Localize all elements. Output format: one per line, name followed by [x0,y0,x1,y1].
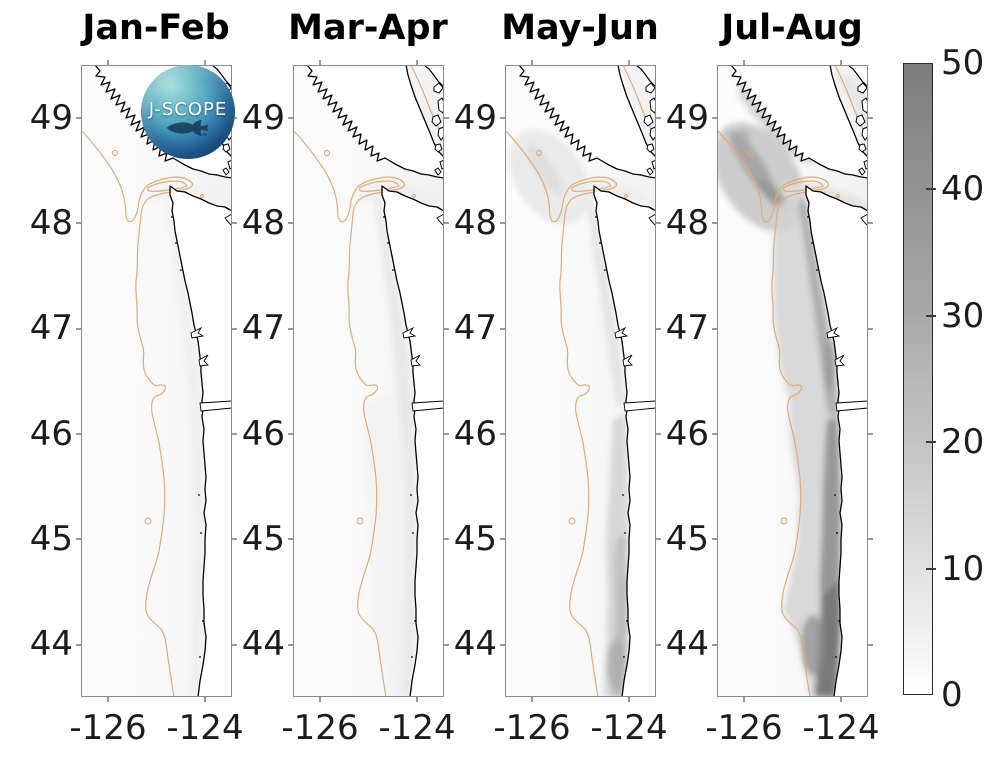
colorbar-tick-label: 40 [941,169,985,209]
y-tick-label: 45 [453,519,497,559]
y-tick-label: 47 [665,308,709,348]
y-tick-label: 46 [453,414,497,454]
y-tick-label: 49 [29,98,73,138]
x-tick-label: -126 [705,708,783,748]
y-tick-label: 44 [241,624,285,664]
y-tick-label: 45 [241,519,285,559]
x-tick-label: -124 [378,708,456,748]
y-tick-label: 44 [29,624,73,664]
y-tick-label: 46 [665,414,709,454]
panel-title: Jul-Aug [721,8,863,48]
colorbar-tick [926,568,936,570]
panel-title: Mar-Apr [288,8,448,48]
colorbar-tick [926,315,936,317]
y-tick-label: 48 [241,203,285,243]
jscope-logo: J-SCOPE [141,65,235,159]
colorbar [903,63,933,695]
y-tick-label: 46 [241,414,285,454]
fish-icon [166,119,209,137]
map-panel-may-jun [499,59,662,703]
y-tick-label: 47 [29,308,73,348]
y-tick-label: 44 [665,624,709,664]
x-tick-label: -126 [281,708,359,748]
y-tick-label: 47 [453,308,497,348]
colorbar-tick-label: 20 [941,422,985,462]
y-tick-label: 45 [665,519,709,559]
y-tick-label: 48 [453,203,497,243]
x-tick-label: -126 [69,708,147,748]
colorbar-tick-label: 10 [941,549,985,589]
y-tick-label: 48 [29,203,73,243]
colorbar-tick-label: 50 [941,43,985,83]
y-tick-label: 45 [29,519,73,559]
jscope-logo-label: J-SCOPE [148,99,228,120]
x-tick-label: -124 [166,708,244,748]
y-tick-label: 48 [665,203,709,243]
y-tick-label: 49 [453,98,497,138]
panel-title: Jan-Feb [82,8,230,48]
panel-title: May-Jun [501,8,659,48]
y-tick-label: 44 [453,624,497,664]
x-tick-label: -126 [493,708,571,748]
map-panel-mar-apr [287,59,450,703]
colorbar-tick [926,441,936,443]
y-tick-label: 46 [29,414,73,454]
y-tick-label: 49 [665,98,709,138]
x-tick-label: -124 [590,708,668,748]
colorbar-tick-label: 30 [941,296,985,336]
x-tick-label: -124 [802,708,880,748]
colorbar-tick [926,188,936,190]
map-panel-jan-feb [75,59,238,703]
y-tick-label: 49 [241,98,285,138]
y-tick-label: 47 [241,308,285,348]
colorbar-tick-label: 0 [941,675,963,715]
map-panel-jul-aug [711,59,874,703]
